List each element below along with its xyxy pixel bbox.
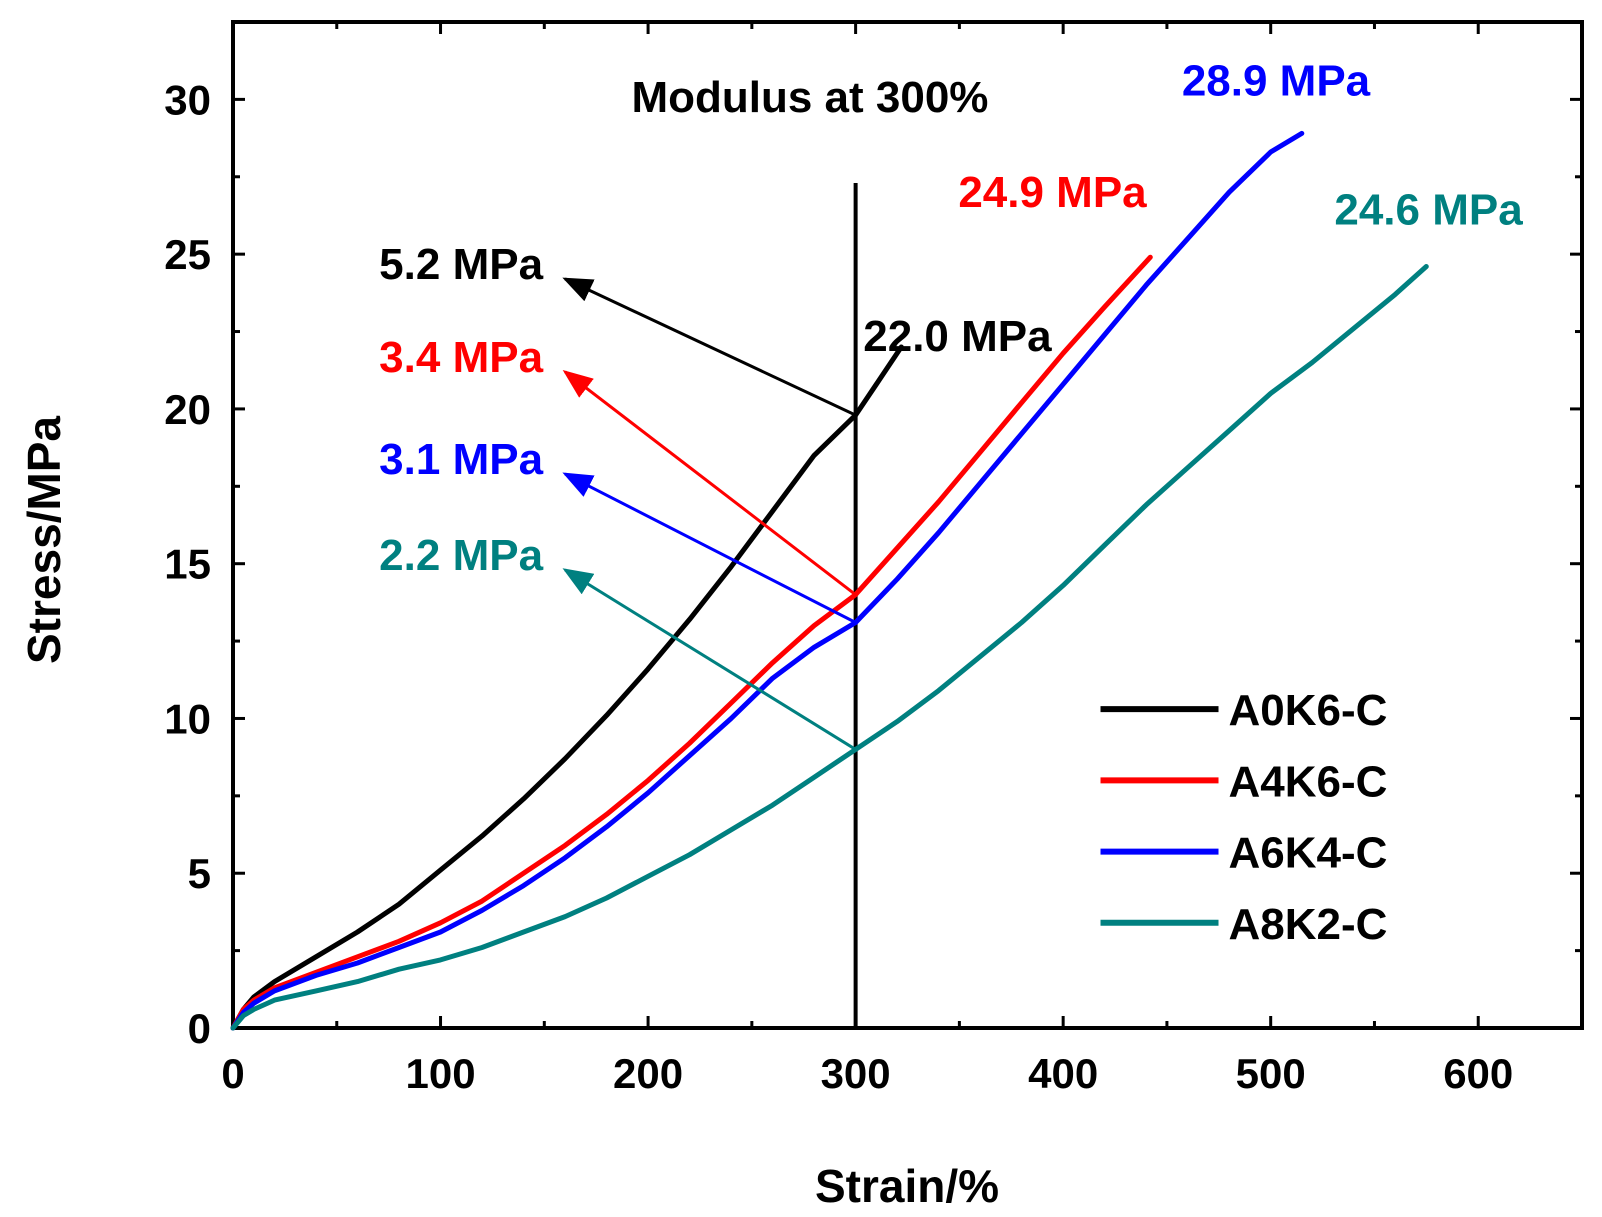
y-tick-label: 20 bbox=[164, 386, 211, 433]
legend: A0K6-C A4K6-C A6K4-C A8K2-C bbox=[1100, 686, 1388, 949]
plot-frame bbox=[231, 20, 1584, 1030]
x-tick-label: 0 bbox=[221, 1050, 244, 1097]
end-label-a6k4-c: 28.9 MPa bbox=[1182, 56, 1371, 105]
y-axis-ticks: 0 5 10 15 20 25 30 bbox=[164, 20, 1582, 1052]
modulus-arrows bbox=[562, 277, 857, 751]
series-line-a4k6-c bbox=[230, 254, 1153, 1031]
end-label-a0k6-c: 22.0 MPa bbox=[863, 312, 1052, 361]
modulus-label-a4k6-c: 3.4 MPa bbox=[379, 333, 543, 382]
x-tick-label: 600 bbox=[1443, 1050, 1513, 1097]
y-axis-title: Stress/MPa bbox=[18, 416, 70, 664]
modulus-arrow-a6k4-c bbox=[562, 472, 857, 624]
y-tick-label: 5 bbox=[188, 850, 211, 897]
x-tick-label: 300 bbox=[821, 1050, 891, 1097]
y-tick-label: 30 bbox=[164, 76, 211, 123]
y-tick-label: 15 bbox=[164, 541, 211, 588]
y-tick-label: 0 bbox=[188, 1005, 211, 1052]
x-tick-label: 200 bbox=[613, 1050, 683, 1097]
series-line-a0k6-c bbox=[230, 344, 904, 1031]
end-label-a4k6-c: 24.9 MPa bbox=[958, 168, 1147, 217]
modulus-annotation-title: Modulus at 300% bbox=[631, 73, 988, 122]
legend-label-a6k4-c: A6K4-C bbox=[1229, 829, 1388, 878]
modulus-label-a0k6-c: 5.2 MPa bbox=[379, 240, 543, 289]
series-lines bbox=[230, 130, 1429, 1031]
modulus-label-a6k4-c: 3.1 MPa bbox=[379, 435, 543, 484]
x-tick-label: 400 bbox=[1028, 1050, 1098, 1097]
modulus-arrow-a8k2-c bbox=[562, 568, 857, 751]
annotation-labels: 22.0 MPa 24.9 MPa 28.9 MPa 24.6 MPa 5.2 MPa 3… bbox=[379, 56, 1523, 579]
x-tick-label: 500 bbox=[1236, 1050, 1306, 1097]
modulus-arrow-a0k6-c bbox=[562, 277, 857, 417]
y-tick-label: 25 bbox=[164, 231, 211, 278]
legend-label-a4k6-c: A4K6-C bbox=[1229, 757, 1388, 806]
legend-label-a8k2-c: A8K2-C bbox=[1229, 900, 1388, 949]
legend-label-a0k6-c: A0K6-C bbox=[1229, 686, 1388, 735]
y-tick-label: 10 bbox=[164, 695, 211, 742]
x-axis-title: Strain/% bbox=[815, 1160, 999, 1212]
series-line-a6k4-c bbox=[230, 130, 1305, 1031]
x-axis-ticks: 0 100 200 300 400 500 600 bbox=[221, 22, 1584, 1097]
series-line-a8k2-c bbox=[230, 264, 1429, 1031]
x-tick-label: 100 bbox=[405, 1050, 475, 1097]
modulus-arrow-a4k6-c bbox=[562, 369, 857, 596]
modulus-label-a8k2-c: 2.2 MPa bbox=[379, 531, 543, 580]
end-label-a8k2-c: 24.6 MPa bbox=[1334, 186, 1523, 235]
